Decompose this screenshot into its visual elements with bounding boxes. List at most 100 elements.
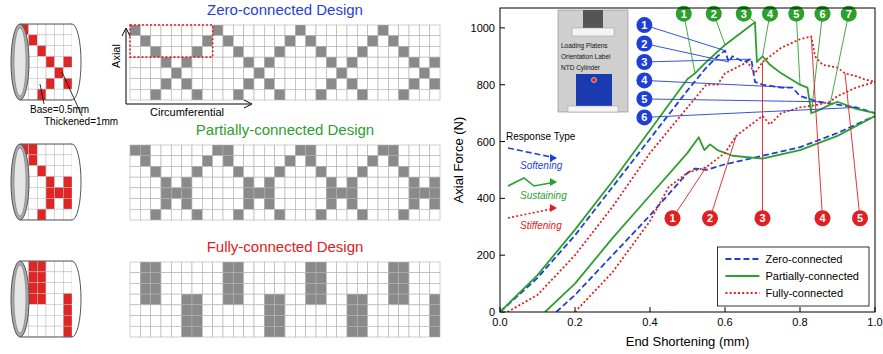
cell (399, 316, 409, 327)
cell (233, 262, 243, 273)
cylinder-cell (63, 304, 72, 315)
cell (202, 156, 212, 167)
cell (378, 36, 388, 47)
cell (202, 316, 212, 327)
cell (171, 145, 181, 156)
cell (326, 25, 336, 36)
cell (337, 156, 347, 167)
cell (368, 166, 378, 177)
cell (399, 68, 409, 79)
annotation-label: 5 (857, 212, 863, 224)
leader-line (811, 36, 822, 218)
cell (151, 46, 161, 57)
cell (430, 316, 440, 327)
cell (306, 25, 316, 36)
cell (140, 156, 150, 167)
cell (151, 145, 161, 156)
series-line (508, 36, 876, 312)
cylinder-cell (55, 187, 64, 198)
series-line (500, 51, 875, 312)
cell (368, 316, 378, 327)
cell (326, 79, 336, 90)
cylinder-hole (14, 28, 26, 96)
cell (244, 166, 254, 177)
cell (161, 46, 171, 57)
cell (357, 209, 367, 220)
design-panel: Zero-connected Design (11, 1, 440, 100)
cell (347, 316, 357, 327)
annotation-label: 4 (641, 74, 648, 86)
cell (254, 57, 264, 68)
leader-line (673, 167, 707, 218)
cell (140, 294, 150, 305)
annotation-marker (755, 210, 771, 226)
cylinder-end (63, 261, 81, 337)
cell (192, 25, 202, 36)
cell (295, 294, 305, 305)
x-tick-label: 0.6 (717, 316, 732, 328)
cylinder-cell (55, 198, 64, 209)
cell (182, 46, 192, 57)
cell (285, 262, 295, 273)
cylinder-cell (46, 35, 55, 46)
cell (171, 89, 181, 100)
cell (316, 199, 326, 210)
cell (295, 36, 305, 47)
cell (399, 273, 409, 284)
cell (285, 36, 295, 47)
cell (192, 283, 202, 294)
cell (419, 36, 429, 47)
cell (192, 294, 202, 305)
cell (357, 25, 367, 36)
cell (378, 57, 388, 68)
cylinder-edge (20, 337, 72, 338)
cell (130, 294, 140, 305)
cell (275, 166, 285, 177)
cell (202, 326, 212, 337)
cell (326, 156, 336, 167)
cell (182, 209, 192, 220)
cell (223, 57, 233, 68)
annotation-label: 4 (819, 212, 826, 224)
cylinder-cell (46, 272, 55, 283)
cell (275, 57, 285, 68)
cell (337, 145, 347, 156)
cell (419, 145, 429, 156)
cell (399, 57, 409, 68)
cell (161, 57, 171, 68)
cell (337, 177, 347, 188)
cell (213, 156, 223, 167)
cell (130, 25, 140, 36)
cell (368, 46, 378, 57)
cell (202, 177, 212, 188)
cell (306, 199, 316, 210)
cell (171, 326, 181, 337)
cell (213, 283, 223, 294)
cell (202, 25, 212, 36)
cell (244, 209, 254, 220)
cell (399, 326, 409, 337)
cell (316, 273, 326, 284)
cylinder-edge (20, 220, 72, 221)
cell (306, 294, 316, 305)
cell (419, 188, 429, 199)
cylinder-face (11, 261, 29, 337)
cell (213, 199, 223, 210)
cell (326, 283, 336, 294)
cell (399, 89, 409, 100)
cell (368, 57, 378, 68)
cell (202, 57, 212, 68)
cell (233, 177, 243, 188)
cell (213, 46, 223, 57)
cell (254, 188, 264, 199)
cylinder-cell (63, 315, 72, 326)
cell (430, 188, 440, 199)
cell (378, 166, 388, 177)
cell (285, 89, 295, 100)
x-tick (800, 307, 801, 312)
cell (326, 305, 336, 316)
annotation-marker (852, 210, 868, 226)
cell (254, 294, 264, 305)
photo-bg (558, 10, 628, 112)
cell (399, 177, 409, 188)
